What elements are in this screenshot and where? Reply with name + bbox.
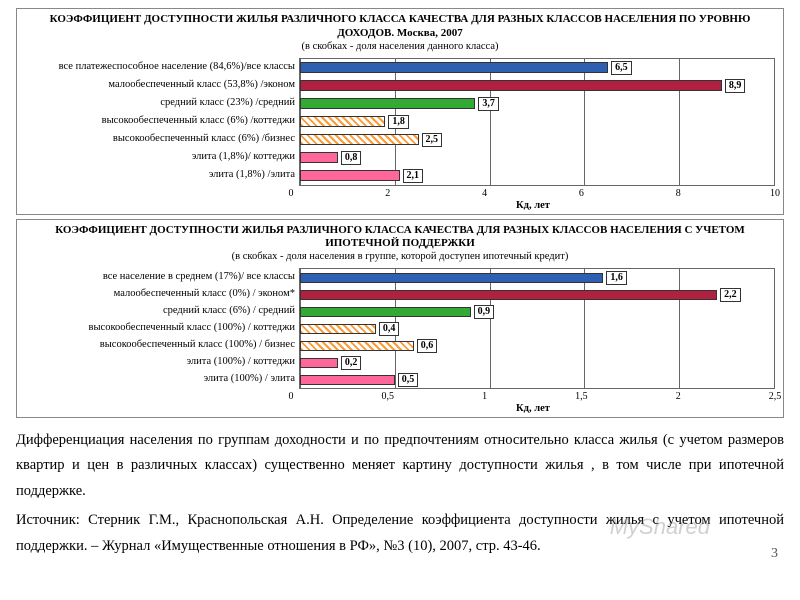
x-tick: 2,5	[769, 391, 782, 402]
bar-value-label: 2,2	[720, 288, 741, 302]
bar	[300, 307, 471, 317]
bar	[300, 134, 419, 145]
bar	[300, 170, 400, 181]
chart2-subtitle: (в скобках - доля населения в группе, ко…	[17, 251, 783, 266]
bar	[300, 375, 395, 385]
category-label: элита (1,8%) /элита	[25, 166, 295, 184]
x-tick: 1	[482, 391, 487, 402]
bar-value-label: 0,4	[379, 322, 400, 336]
x-tick: 2	[676, 391, 681, 402]
x-tick: 8	[676, 188, 681, 199]
bar-value-label: 2,1	[403, 169, 424, 183]
category-label: элита (1,8%)/ коттеджи	[25, 148, 295, 166]
chart2-x-axis: Кд, лет 00,511,522,5	[291, 391, 775, 417]
chart1-category-labels: все платежеспособное население (84,6%)/в…	[25, 58, 299, 184]
source: Источник: Стерник Г.М., Краснопольская А…	[16, 508, 784, 559]
category-label: средний класс (6%) / средний	[25, 302, 295, 319]
x-tick: 0,5	[382, 391, 395, 402]
x-tick: 1,5	[575, 391, 588, 402]
chart2-plot-area: 1,6 2,2 0,9 0,4 0,6 0,2 0,5	[299, 268, 775, 389]
chart2-category-labels: все население в среднем (17%)/ все класс…	[25, 268, 299, 387]
bar-value-label: 8,9	[725, 79, 746, 93]
bar	[300, 341, 414, 351]
chart-2: КОЭФФИЦИЕНТ ДОСТУПНОСТИ ЖИЛЬЯ РАЗЛИЧНОГО…	[16, 219, 784, 419]
bar-value-label: 0,8	[341, 151, 362, 165]
category-label: элита (100%) / элита	[25, 370, 295, 387]
chart1-x-title: Кд, лет	[516, 200, 550, 211]
bar	[300, 152, 338, 163]
bar-value-label: 0,9	[474, 305, 495, 319]
bar	[300, 62, 608, 73]
chart1-title: КОЭФФИЦИЕНТ ДОСТУПНОСТИ ЖИЛЬЯ РАЗЛИЧНОГО…	[17, 9, 783, 41]
bar	[300, 116, 385, 127]
bar	[300, 290, 717, 300]
chart1-plot-area: 6,5 8,9 3,7 1,8 2,5 0,8 2,1	[299, 58, 775, 186]
bar-value-label: 1,8	[388, 115, 409, 129]
x-tick: 6	[579, 188, 584, 199]
bar	[300, 324, 376, 334]
bar-value-label: 1,6	[606, 271, 627, 285]
bar-value-label: 0,2	[341, 356, 362, 370]
category-label: все платежеспособное население (84,6%)/в…	[25, 58, 295, 76]
slide-number: 3	[771, 546, 778, 562]
category-label: средний класс (23%) /средний	[25, 94, 295, 112]
category-label: высокообеспеченный класс (100%) / бизнес	[25, 336, 295, 353]
x-tick: 4	[482, 188, 487, 199]
category-label: элита (100%) / коттеджи	[25, 353, 295, 370]
x-tick: 0	[289, 391, 294, 402]
chart2-x-title: Кд, лет	[516, 403, 550, 414]
category-label: малообеспеченный класс (53,8%) /эконом	[25, 76, 295, 94]
category-label: высокообеспеченный класс (6%) /бизнес	[25, 130, 295, 148]
chart2-title: КОЭФФИЦИЕНТ ДОСТУПНОСТИ ЖИЛЬЯ РАЗЛИЧНОГО…	[17, 220, 783, 252]
bar-value-label: 6,5	[611, 61, 632, 75]
category-label: высокообеспеченный класс (6%) /коттеджи	[25, 112, 295, 130]
bar-value-label: 3,7	[478, 97, 499, 111]
bar	[300, 273, 603, 283]
chart1-subtitle: (в скобках - доля населения данного клас…	[17, 41, 783, 56]
bar	[300, 98, 475, 109]
category-label: высокообеспеченный класс (100%) / коттед…	[25, 319, 295, 336]
bar	[300, 80, 722, 91]
category-label: малообеспеченный класс (0%) / эконом*	[25, 285, 295, 302]
category-label: все население в среднем (17%)/ все класс…	[25, 268, 295, 285]
x-tick: 0	[289, 188, 294, 199]
bar-value-label: 0,5	[398, 373, 419, 387]
chart-1: КОЭФФИЦИЕНТ ДОСТУПНОСТИ ЖИЛЬЯ РАЗЛИЧНОГО…	[16, 8, 784, 215]
bar-value-label: 2,5	[422, 133, 443, 147]
paragraph: Дифференциация населения по группам дохо…	[16, 428, 784, 504]
body-text: Дифференциация населения по группам дохо…	[16, 428, 784, 559]
bar	[300, 358, 338, 368]
bar-value-label: 0,6	[417, 339, 438, 353]
chart1-x-axis: Кд, лет 0246810	[291, 188, 775, 214]
x-tick: 10	[770, 188, 780, 199]
x-tick: 2	[385, 188, 390, 199]
